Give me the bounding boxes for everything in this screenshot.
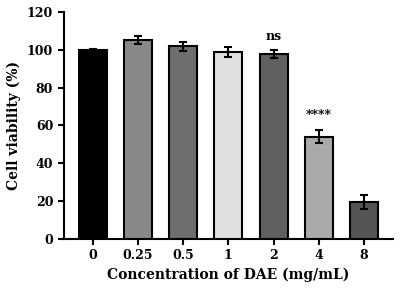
Text: ****: **** xyxy=(306,110,332,123)
Bar xyxy=(78,50,106,239)
Y-axis label: Cell viability (%): Cell viability (%) xyxy=(7,61,21,190)
Bar xyxy=(169,46,197,239)
Bar xyxy=(305,137,333,239)
Bar xyxy=(350,202,378,239)
Text: ns: ns xyxy=(266,29,282,42)
Bar xyxy=(124,40,152,239)
Bar xyxy=(214,52,242,239)
Bar xyxy=(260,54,288,239)
X-axis label: Concentration of DAE (mg/mL): Concentration of DAE (mg/mL) xyxy=(107,268,350,282)
